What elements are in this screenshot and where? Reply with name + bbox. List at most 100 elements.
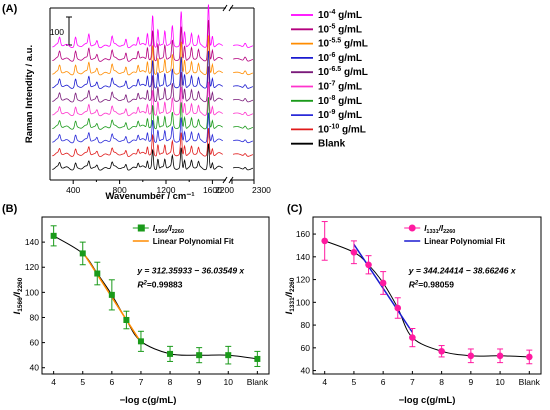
- b-plot-y-tick-label: 80: [30, 312, 40, 322]
- c-plot-y-tick-label: 60: [301, 343, 311, 353]
- panel-b-plot-area: 4 5 6 7 8 9 10 Blank 40 60 80 100 120 140 I1566/I2260 L…: [25, 216, 270, 387]
- c-plot-point-2: [365, 261, 372, 269]
- c-plot-x-tick-label: 10: [495, 377, 505, 387]
- panel-a-x-tick-label: 400: [66, 185, 80, 195]
- panel-a-legend-label-7: 10-9 g/mL: [318, 109, 362, 121]
- b-plot-point-4: [123, 316, 130, 323]
- panel-c-x-axis-label: −log c(g/mL): [399, 395, 456, 406]
- c-plot-legend-series-marker: [408, 224, 416, 232]
- b-plot-point-3: [108, 291, 115, 298]
- panel-a-legend-label-6: 10-8 g/mL: [318, 95, 362, 107]
- panel-a-legend-label-1: 10-5 g/mL: [318, 23, 362, 35]
- panel-a-legend-unit: g/mL: [335, 10, 362, 21]
- panel-a-spectrum-1: [52, 19, 223, 62]
- panel-a-legend-exp: -4: [329, 9, 335, 16]
- c-plot-y-tick-label: 140: [296, 252, 310, 262]
- c-plot-legend-series-part: /I: [438, 224, 444, 233]
- panel-a-legend-exp: -7: [329, 81, 335, 88]
- panel-c-ylabel-sub2: 2260: [289, 277, 296, 292]
- b-plot-legend-series-part: 1566: [155, 229, 167, 235]
- c-plot-point-0: [321, 237, 328, 245]
- b-plot-trend-curve: [53, 235, 258, 360]
- c-plot-r-squared-sup: 2: [414, 281, 419, 287]
- panel-a-legend-base: 10: [318, 39, 330, 50]
- panel-a-legend-base: 10: [318, 67, 330, 78]
- b-plot-point-9: [254, 355, 261, 362]
- b-plot-r-squared-sup: 2: [142, 281, 147, 287]
- panel-b-ylabel-i: I: [12, 311, 23, 314]
- c-plot-point-5: [409, 334, 416, 341]
- panel-a-scale-bar-label: 100: [50, 27, 64, 37]
- panel-a-x-tick-label: 1200: [157, 185, 176, 195]
- b-plot-y-tick-label: 100: [25, 287, 39, 297]
- b-plot-y-tick-label: 60: [30, 338, 40, 348]
- panel-a-legend-unit: g/mL: [335, 82, 362, 93]
- c-plot-y-tick-label: 160: [296, 229, 310, 239]
- panel-a-legend-exp: -6: [329, 52, 335, 59]
- b-plot-point-8: [225, 352, 232, 359]
- c-plot-point-3: [379, 279, 387, 287]
- panel-a-spectrum-9: [52, 143, 223, 171]
- c-plot-x-tick-label: 5: [352, 377, 357, 387]
- c-plot-trend-curve: [324, 240, 530, 358]
- c-plot-frame: [312, 216, 542, 375]
- panel-a-legend-unit: g/mL: [339, 124, 366, 135]
- panel-b-ylabel-sub2: 2260: [17, 277, 24, 292]
- c-plot-x-tick-label: 4: [322, 377, 327, 387]
- panel-a-spectrum-6: [52, 97, 223, 130]
- c-plot-y-tick-label: 100: [296, 297, 310, 307]
- panel-a-spectrum-tail-4: [233, 98, 253, 103]
- panel-a-x-axis-label: Wavenumber / cm⁻¹: [105, 191, 194, 202]
- panel-a-x-tick-label: 2200: [215, 185, 234, 195]
- panel-a-legend-exp: -5.5: [329, 38, 341, 45]
- panel-a-legend-base: Blank: [318, 139, 346, 150]
- c-plot-legend-fit-label: Linear Polynomial Fit: [424, 237, 505, 246]
- b-plot-point-5: [137, 338, 144, 345]
- panel-a-legend-unit: g/mL: [335, 24, 362, 35]
- panel-a-legend-unit: g/mL: [341, 67, 368, 78]
- b-plot-x-tick-label: 7: [139, 377, 144, 387]
- panel-a-letter: (A): [2, 3, 18, 15]
- panel-a-x-tick-label: 1600: [203, 185, 222, 195]
- panel-a-spectrum-tail-3: [233, 84, 253, 89]
- panel-a-spectrum-0: [52, 4, 223, 49]
- panel-a-legend-exp: -8: [329, 95, 335, 102]
- panel-a-legend-label-2: 10-5.5 g/mL: [318, 38, 368, 50]
- panel-a-spectrum-tail-6: [233, 125, 253, 130]
- panel-a-legend-label-5: 10-7 g/mL: [318, 81, 362, 93]
- b-plot-x-tick-label: 10: [224, 377, 234, 387]
- panel-b-ylabel-sub1: 1566: [17, 297, 24, 312]
- panel-a-spectrum-4: [52, 66, 223, 103]
- b-plot-x-tick-label: Blank: [247, 377, 269, 387]
- panel-b-y-axis-label: I1566/I2260: [12, 277, 24, 314]
- panel-a-legend-label-3: 10-6 g/mL: [318, 52, 362, 64]
- panel-a-legend-base: 10: [318, 53, 330, 64]
- c-plot-x-tick-label: 6: [381, 377, 386, 387]
- panel-a-spectrum-8: [52, 127, 223, 157]
- panel-a-legend-base: 10: [318, 110, 330, 121]
- c-plot-point-8: [496, 352, 504, 360]
- panel-c-letter: (C): [287, 203, 303, 215]
- b-plot-legend-series-part: I: [153, 224, 156, 233]
- panel-a-legend-unit: g/mL: [335, 96, 362, 107]
- b-plot-legend-series-label: I1566/I2260: [153, 224, 184, 235]
- b-plot-r-squared-value: =0.99883: [147, 280, 183, 290]
- panel-a-break-mark: [222, 4, 228, 12]
- panel-a-spectrum-tail-1: [233, 56, 253, 62]
- b-plot-point-6: [167, 350, 174, 357]
- panel-a-legend-base: 10: [318, 124, 330, 135]
- b-plot-point-0: [50, 232, 57, 239]
- panel-a-legend-unit: g/mL: [335, 110, 362, 121]
- b-plot-y-tick-label: 40: [30, 363, 40, 373]
- b-plot-legend-series-part: 2260: [172, 229, 184, 235]
- panel-a-legend-base: 10: [318, 82, 330, 93]
- c-plot-r-squared-r: R: [409, 280, 416, 290]
- c-plot-x-tick-label: 9: [468, 377, 473, 387]
- panel-a-x-tick-label: 2300: [252, 185, 271, 195]
- panel-a-x-tick-label: 800: [113, 185, 127, 195]
- panel-a-break-mark: [228, 176, 234, 184]
- b-plot-legend-series-part: /I: [166, 224, 172, 233]
